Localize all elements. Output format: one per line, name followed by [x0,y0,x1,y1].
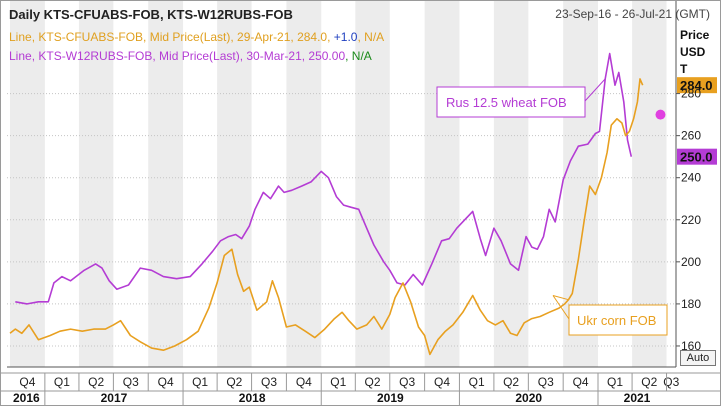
quarter-label: Q3 [399,375,415,389]
quarter-label: Q3 [538,375,554,389]
quarter-label: Q2 [503,375,519,389]
corn-annotation-leader [552,295,569,301]
current-marker-dot [655,109,666,120]
legend-corn[interactable]: Line, KTS-CFUABS-FOB, Mid Price(Last), 2… [9,30,384,44]
quarter-label: Q2 [641,375,657,389]
quarter-label: Q4 [573,375,589,389]
legend-corn-tail: , N/A [357,30,385,44]
wheat-last-tag [677,148,717,165]
quarter-band [355,1,390,367]
quarter-label: Q1 [607,375,623,389]
quarter-band [10,1,45,367]
quarter-label: Q3 [261,375,277,389]
y-axis-title: USD [680,45,706,59]
corn-annotation-label: Ukr corn FOB [577,313,656,328]
quarter-band [286,1,322,367]
quarter-label: Q4 [158,375,174,389]
y-axis-title: T [680,62,688,76]
y-axis-title: Price [680,28,710,42]
series-lines: 250.0 284.0 [9,52,717,356]
y-tick-label: 240 [681,171,701,185]
y-tick-label: 280 [681,87,701,101]
annotations: Rus 12.5 wheat FOB Ukr corn FOB [436,78,668,336]
quarter-band [424,1,460,367]
legend-wheat-text: Line, KTS-W12RUBS-FOB, Mid Price(Last), … [9,49,339,63]
quarter-label: Q1 [192,375,208,389]
year-label: 2019 [377,391,404,405]
quarter-label: Q1 [469,375,485,389]
wheat-annotation-leader [584,78,606,102]
auto-scale-button[interactable]: Auto [680,350,716,366]
wheat-line [15,52,633,305]
year-label: 2018 [239,391,266,405]
quarter-label: Q4 [296,375,312,389]
quarter-label: Q2 [365,375,381,389]
date-range: 23-Sep-16 - 26-Jul-21 (GMT) [555,7,710,21]
wheat-annotation-label: Rus 12.5 wheat FOB [446,95,567,110]
legend-wheat[interactable]: Line, KTS-W12RUBS-FOB, Mid Price(Last), … [9,49,372,63]
quarter-band [217,1,252,367]
quarter-label: Q1 [54,375,70,389]
corn-annotation-box [568,304,668,336]
year-label: 2017 [101,391,128,405]
legend-wheat-tail: , N/A [345,49,372,63]
wheat-annotation-box [436,86,586,118]
y-tick-label: 220 [681,213,701,227]
y-tick-label: 260 [681,129,701,143]
quarter-label: Q2 [226,375,242,389]
y-tick-label: 180 [681,297,701,311]
corn-line [9,78,644,356]
quarter-band [78,1,114,367]
year-label: 2020 [515,391,542,405]
quarter-label: Q2 [88,375,104,389]
year-label: 2021 [624,391,651,405]
legend-corn-change: +1.0 [333,30,358,44]
quarter-label: Q4 [19,375,35,389]
legend-corn-text: Line, KTS-CFUABS-FOB, Mid Price(Last), 2… [9,30,334,44]
legend-wheat-change: 0 [338,49,346,63]
y-tick-label: 160 [681,339,701,353]
year-label: 2016 [13,391,40,405]
chart-title: Daily KTS-CFUABS-FOB, KTS-W12RUBS-FOB [9,7,293,22]
quarter-label: Q3 [663,375,679,389]
corn-last-value: 284.0 [680,78,713,93]
quarter-band [493,1,529,367]
quarter-band [148,1,184,367]
quarter-label: Q3 [123,375,139,389]
corn-last-tag [677,77,717,94]
quarter-label: Q1 [330,375,346,389]
y-tick-label: 200 [681,255,701,269]
grid-lines [7,93,676,347]
wheat-last-value: 250.0 [680,150,713,165]
quarter-label: Q4 [434,375,450,389]
